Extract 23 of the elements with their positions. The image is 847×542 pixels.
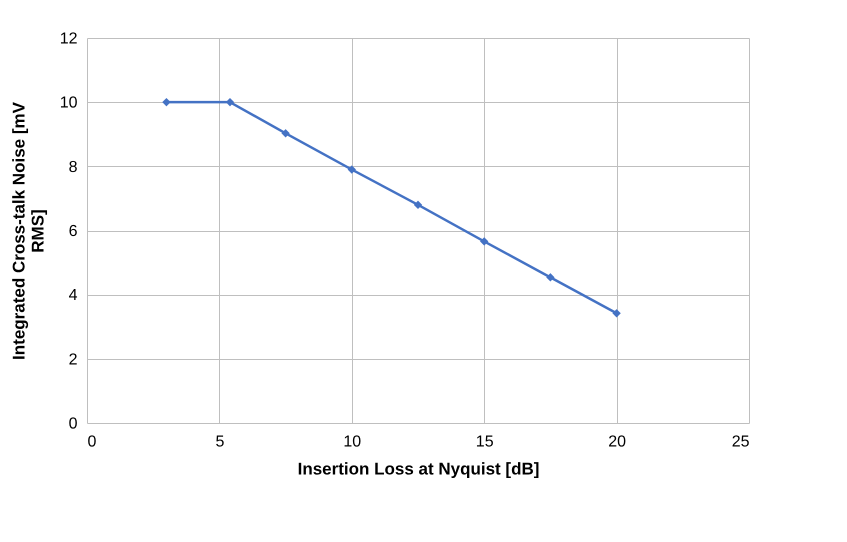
x-tick-label: 10 xyxy=(343,434,362,450)
x-tick-label: 5 xyxy=(215,434,224,450)
y-axis-title: Integrated Cross-talk Noise [mV RMS] xyxy=(10,101,48,360)
point xyxy=(226,98,234,106)
y-tick-label: 6 xyxy=(68,223,78,240)
point xyxy=(348,165,356,174)
point xyxy=(480,237,488,246)
point xyxy=(281,129,290,138)
y-tick-label: 12 xyxy=(60,30,78,48)
y-tick-label: 0 xyxy=(68,416,78,432)
x-tick-label: 25 xyxy=(732,434,750,450)
x-tick-label: 15 xyxy=(476,434,494,450)
point xyxy=(162,98,171,106)
point xyxy=(612,309,621,318)
x-tick-label: 0 xyxy=(88,434,96,450)
y-tick-label: 2 xyxy=(68,351,78,368)
y-tick-label: 10 xyxy=(60,94,78,112)
y-tick-label: 8 xyxy=(68,158,78,176)
point xyxy=(546,273,555,282)
point xyxy=(414,200,422,210)
x-tick-label: 20 xyxy=(608,434,626,450)
y-tick-label: 4 xyxy=(68,287,78,304)
x-axis-title: Insertion Loss at Nyquist [dB] xyxy=(298,460,540,478)
